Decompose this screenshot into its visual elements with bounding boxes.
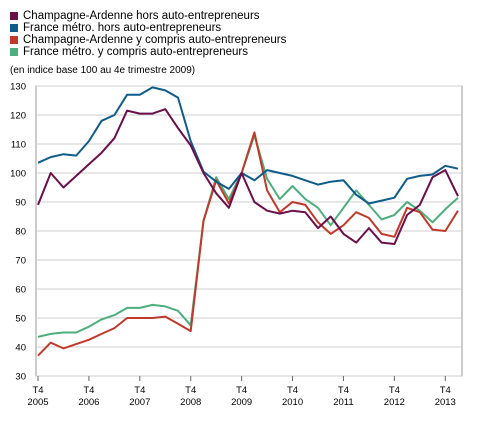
legend-swatch-ca-yc xyxy=(10,36,18,44)
x-tick-label-year: 2010 xyxy=(282,397,303,408)
legend-label-ca-yc: Champagne-Ardenne y compris auto-entrepr… xyxy=(23,34,287,46)
x-tick-label-quarter: T4 xyxy=(32,385,43,396)
chart-subtitle: (en indice base 100 au 4e trimestre 2009… xyxy=(10,65,196,76)
grid-lines xyxy=(35,85,463,377)
y-tick-label: 90 xyxy=(15,198,26,209)
y-tick-label: 70 xyxy=(15,256,26,267)
x-tick-label-quarter: T4 xyxy=(440,385,451,396)
x-tick-label-year: 2011 xyxy=(333,397,353,408)
legend-swatch-fr-yc xyxy=(10,48,18,56)
x-tick-label-year: 2006 xyxy=(78,397,99,408)
series-line-ca-yc xyxy=(37,131,459,357)
x-tick-label-quarter: T4 xyxy=(134,385,145,396)
legend-label-fr-yc: France métro. y compris auto-entrepreneu… xyxy=(23,46,248,58)
x-tick-label-year: 2007 xyxy=(129,397,150,408)
legend-item-ca-yc: Champagne-Ardenne y compris auto-entrepr… xyxy=(10,34,286,46)
x-tick-label-year: 2005 xyxy=(27,397,48,408)
y-tick-label: 80 xyxy=(15,227,26,238)
x-tick-label-quarter: T4 xyxy=(236,385,247,396)
y-tick-label: 100 xyxy=(10,169,26,180)
x-tick-label-year: 2009 xyxy=(231,397,252,408)
x-tick-label-quarter: T4 xyxy=(389,385,400,396)
legend-item-ca-hors: Champagne-Ardenne hors auto-entrepreneur… xyxy=(10,10,286,22)
legend-item-fr-yc: France métro. y compris auto-entrepreneu… xyxy=(10,46,286,58)
legend-item-fr-hors: France métro. hors auto-entrepreneurs xyxy=(10,22,286,34)
y-tick-label: 120 xyxy=(10,111,26,122)
y-tick-label: 50 xyxy=(15,314,26,325)
y-tick-label: 30 xyxy=(15,372,26,383)
series-lines xyxy=(37,86,459,357)
y-tick-label: 130 xyxy=(10,82,26,93)
legend-swatch-ca-hors xyxy=(10,12,18,20)
series-line-fr-hors xyxy=(37,86,459,205)
y-tick-label: 40 xyxy=(15,343,26,354)
x-tick-label-year: 2012 xyxy=(384,397,405,408)
legend-label-ca-hors: Champagne-Ardenne hors auto-entrepreneur… xyxy=(23,10,260,22)
series-line-ca-hors xyxy=(37,108,459,245)
x-tick-label-quarter: T4 xyxy=(83,385,94,396)
legend-label-fr-hors: France métro. hors auto-entrepreneurs xyxy=(23,22,222,34)
x-tick-label-year: 2013 xyxy=(435,397,456,408)
y-tick-label: 110 xyxy=(11,140,26,151)
x-tick-label-year: 2008 xyxy=(180,397,201,408)
x-tick-label-quarter: T4 xyxy=(287,385,298,396)
x-tick-label-quarter: T4 xyxy=(338,385,349,396)
y-axis: 30 40 50 60 70 80 90 100 110 120 130 xyxy=(10,82,26,383)
x-axis: T42005T42006T42007T42008T42009T42010T420… xyxy=(27,376,456,408)
legend-swatch-fr-hors xyxy=(10,24,18,32)
chart-legend: Champagne-Ardenne hors auto-entrepreneur… xyxy=(10,10,286,58)
y-tick-label: 60 xyxy=(15,285,26,296)
x-tick-label-quarter: T4 xyxy=(185,385,196,396)
